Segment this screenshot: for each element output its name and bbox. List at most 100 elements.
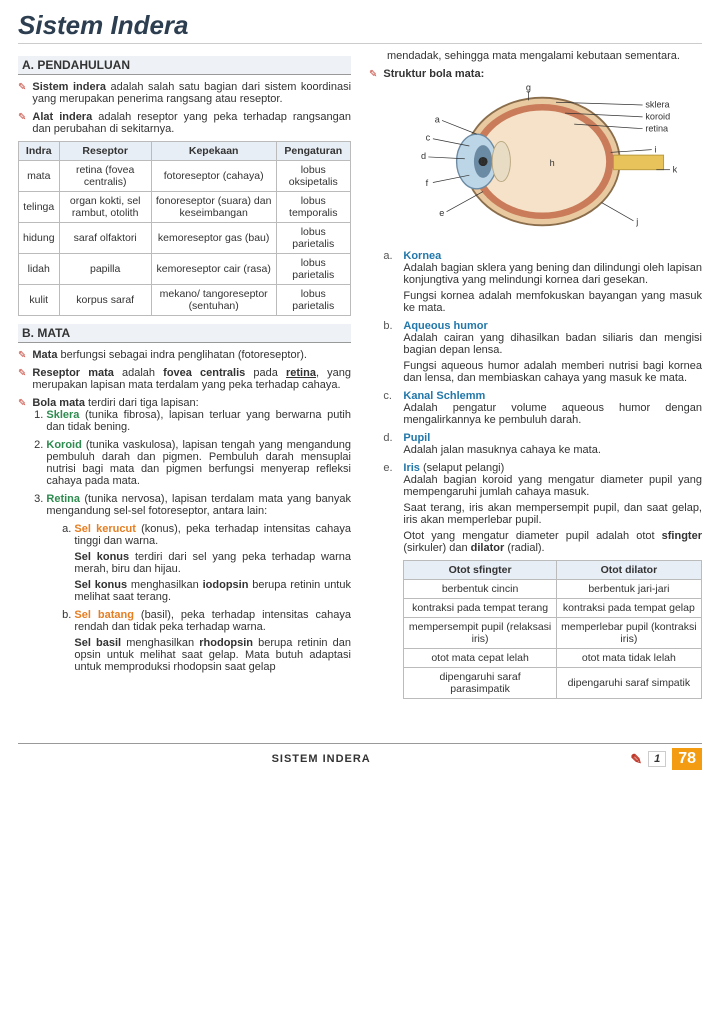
- left-column: A. PENDAHULUAN ✎ Sistem indera adalah sa…: [18, 50, 351, 719]
- list-item: c. Kanal Schlemm Adalah pengatur volume …: [383, 390, 702, 426]
- th: Kepekaan: [151, 142, 276, 161]
- text: Adalah pengatur volume aqueous humor den…: [403, 402, 702, 426]
- text: Struktur bola mata:: [383, 68, 702, 80]
- parts-list: a. Kornea Adalah bagian sklera yang beni…: [383, 250, 702, 707]
- pencil-icon: ✎: [630, 751, 642, 768]
- otot-table: Otot sfingter Otot dilator berbentuk cin…: [403, 560, 702, 699]
- table-row: otot mata cepat lelahotot mata tidak lel…: [404, 649, 702, 668]
- section-a-title: PENDAHULUAN: [37, 58, 130, 72]
- td: dipengaruhi saraf parasimpatik: [404, 668, 556, 699]
- label-c: c: [426, 133, 431, 143]
- term: Sel batang: [74, 609, 134, 621]
- list-item: d. Pupil Adalah jalan masuknya cahaya ke…: [383, 432, 702, 456]
- td: otot mata cepat lelah: [404, 649, 556, 668]
- text: rhodopsin: [199, 637, 253, 649]
- page-title: Sistem Indera: [18, 10, 702, 44]
- page-number-badge: 78: [672, 748, 702, 770]
- sel-list: Sel kerucut (konus), peka terhadap inten…: [46, 523, 351, 673]
- text: pada: [245, 367, 286, 379]
- text: menghasilkan: [127, 579, 203, 591]
- text: Reseptor mata: [32, 367, 113, 379]
- table-row: mempersempit pupil (relaksasi iris)mempe…: [404, 618, 702, 649]
- td: saraf olfaktori: [59, 223, 151, 254]
- text: Adalah jalan masuknya cahaya ke mata.: [403, 444, 601, 456]
- text: (tunika fibrosa), lapisan terluar yang b…: [46, 409, 351, 433]
- td: berbentuk cincin: [404, 580, 556, 599]
- text: (selaput pelangi): [420, 462, 504, 474]
- td: lobus temporalis: [276, 192, 351, 223]
- label-koroid: koroid: [646, 112, 671, 122]
- text: Sistem indera: [32, 81, 106, 93]
- table-row: kulitkorpus sarafmekano/ tangoreseptor (…: [19, 285, 351, 316]
- td: memperlebar pupil (kontraksi iris): [556, 618, 701, 649]
- td: retina (fovea centralis): [59, 161, 151, 192]
- text: Otot yang mengatur diameter pupil adalah…: [403, 530, 661, 542]
- table-row: berbentuk cincinberbentuk jari-jari: [404, 580, 702, 599]
- text: Sel konus: [74, 551, 129, 563]
- marker: d.: [383, 432, 397, 456]
- list-item: Sel kerucut (konus), peka terhadap inten…: [74, 523, 351, 603]
- list-item: e. Iris (selaput pelangi) Adalah bagian …: [383, 462, 702, 707]
- text: adalah: [114, 367, 163, 379]
- text: Mata: [32, 349, 57, 361]
- td: fotoreseptor (cahaya): [151, 161, 276, 192]
- th: Indra: [19, 142, 60, 161]
- bullet-intro-2: ✎ Alat indera adalah reseptor yang peka …: [18, 111, 351, 135]
- text: berfungsi sebagai indra penglihatan (fot…: [57, 349, 307, 361]
- td: korpus saraf: [59, 285, 151, 316]
- term: Sklera: [46, 409, 79, 421]
- td: lobus parietalis: [276, 285, 351, 316]
- term: Kanal Schlemm: [403, 390, 702, 402]
- pencil-icon: ✎: [369, 69, 377, 713]
- text: retina: [286, 367, 316, 379]
- list-item: Sklera (tunika fibrosa), lapisan terluar…: [46, 409, 351, 433]
- list-item: Sel batang (basil), peka terhadap intens…: [74, 609, 351, 673]
- lapisan-list: Sklera (tunika fibrosa), lapisan terluar…: [32, 409, 351, 673]
- td: lobus parietalis: [276, 223, 351, 254]
- bullet-struktur: ✎ Struktur bola mata: h sklera: [369, 68, 702, 713]
- term: Sel kerucut: [74, 523, 135, 535]
- bullet-mata-1: ✎ Mata berfungsi sebagai indra penglihat…: [18, 349, 351, 361]
- td: lidah: [19, 254, 60, 285]
- td: mata: [19, 161, 60, 192]
- table-row: telingaorgan kokti, sel rambut, otolithf…: [19, 192, 351, 223]
- th: Pengaturan: [276, 142, 351, 161]
- td: kulit: [19, 285, 60, 316]
- td: fonoreseptor (suara) dan keseimbangan: [151, 192, 276, 223]
- pencil-icon: ✎: [18, 398, 26, 679]
- text: (tunika vaskulosa), lapisan tengah yang …: [46, 439, 351, 487]
- text: menghasilkan: [121, 637, 199, 649]
- marker: a.: [383, 250, 397, 314]
- text: terdiri dari tiga lapisan:: [85, 397, 199, 409]
- list-item: Koroid (tunika vaskulosa), lapisan tenga…: [46, 439, 351, 487]
- text: fovea centralis: [163, 367, 245, 379]
- text: iodopsin: [203, 579, 249, 591]
- section-b-head: B. MATA: [18, 324, 351, 343]
- bullet-intro-1: ✎ Sistem indera adalah salah satu bagian…: [18, 81, 351, 105]
- text: (sirkuler) dan: [403, 542, 470, 554]
- table-row: dipengaruhi saraf parasimpatikdipengaruh…: [404, 668, 702, 699]
- table-row: hidungsaraf olfaktorikemoreseptor gas (b…: [19, 223, 351, 254]
- eye-diagram: h sklera koroid retina a c d: [383, 84, 702, 239]
- label-f: f: [426, 178, 429, 188]
- label-d: d: [421, 151, 426, 161]
- td: lobus oksipetalis: [276, 161, 351, 192]
- text: Fungsi aqueous humor adalah memberi nutr…: [403, 360, 702, 384]
- section-b-letter: B.: [22, 326, 34, 340]
- text: Bola mata: [32, 397, 85, 409]
- text: sfingter: [662, 530, 702, 542]
- text: Sel konus: [74, 579, 127, 591]
- label-sklera: sklera: [646, 100, 671, 110]
- label-k: k: [673, 164, 678, 174]
- list-item: a. Kornea Adalah bagian sklera yang beni…: [383, 250, 702, 314]
- label-i: i: [655, 144, 657, 154]
- td: kontraksi pada tempat terang: [404, 599, 556, 618]
- marker: c.: [383, 390, 397, 426]
- text: Saat terang, iris akan mempersempit pupi…: [403, 502, 702, 526]
- term: Koroid: [46, 439, 81, 451]
- term: Kornea: [403, 250, 702, 262]
- term: Pupil: [403, 432, 601, 444]
- td: berbentuk jari-jari: [556, 580, 701, 599]
- two-column-layout: A. PENDAHULUAN ✎ Sistem indera adalah sa…: [18, 50, 702, 719]
- td: kemoreseptor gas (bau): [151, 223, 276, 254]
